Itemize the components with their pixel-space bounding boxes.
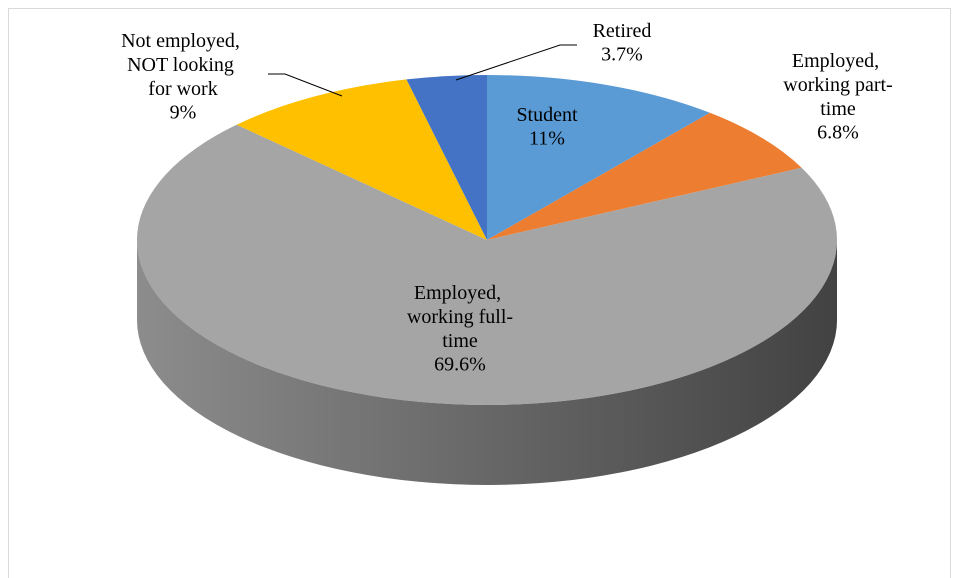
- category-label: Not employed, NOT looking for work: [121, 30, 245, 100]
- value-label: 69.6%: [434, 354, 486, 376]
- slice-side-shade: [137, 240, 837, 485]
- category-label: Retired: [593, 20, 652, 42]
- label-line: Student: [516, 104, 578, 126]
- label-line: working part-: [783, 74, 892, 96]
- label-line: Employed,: [792, 50, 884, 72]
- label-line: working full-: [407, 306, 513, 328]
- value-label: 6.8%: [817, 122, 859, 144]
- label-line: time: [442, 330, 478, 352]
- label-line: Employed,: [414, 282, 506, 304]
- label-line: NOT looking: [127, 54, 239, 76]
- leader-line: [268, 73, 343, 97]
- value-label: 11%: [529, 128, 565, 150]
- value-label: 9%: [170, 102, 197, 124]
- label-line: time: [820, 98, 856, 120]
- slice: [406, 75, 487, 240]
- leader-line: [455, 44, 577, 81]
- slice: [137, 124, 837, 406]
- slice: [236, 79, 487, 240]
- label-line: Not employed,: [121, 30, 245, 52]
- value-label: 3.7%: [601, 44, 643, 66]
- label-line: Retired: [593, 20, 652, 42]
- category-label: Student: [516, 104, 578, 126]
- slice: [487, 75, 710, 240]
- slice: [487, 112, 802, 240]
- category-label: Employed, working part-time: [783, 50, 892, 120]
- category-label: Employed, working full-time: [407, 282, 513, 352]
- label-line: for work: [148, 78, 217, 100]
